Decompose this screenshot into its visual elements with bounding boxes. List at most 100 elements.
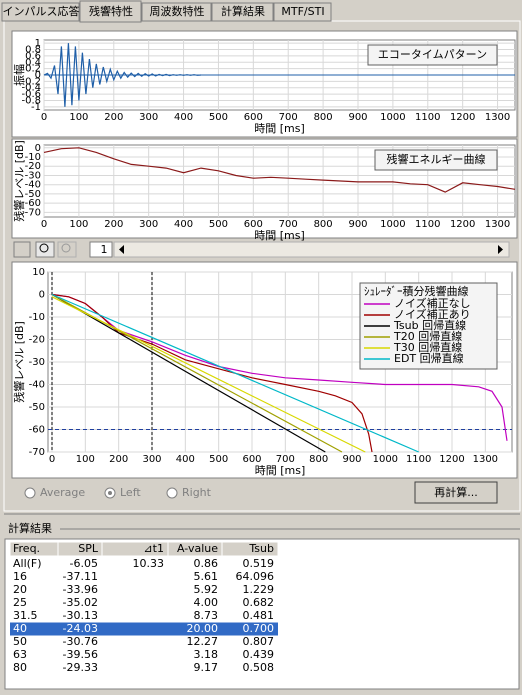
legend-box [367, 44, 498, 66]
y-tick-label: -60 [25, 198, 41, 209]
x-tick-label: 800 [314, 219, 333, 230]
table-cell[interactable]: 31.5 [13, 609, 38, 622]
x-tick-label: 300 [139, 219, 158, 230]
scroll-left[interactable] [119, 245, 124, 254]
table-cell: -30.13 [63, 609, 98, 622]
table-cell[interactable]: 63 [13, 648, 27, 661]
series-line [51, 293, 419, 453]
x-tick-label: 600 [242, 454, 261, 465]
button-label: 再計算... [434, 485, 478, 499]
y-tick-label: 0.2 [25, 64, 41, 75]
column-header[interactable] [221, 541, 279, 557]
tab-label: 計算結果 [221, 4, 265, 18]
x-tick-label: 500 [209, 219, 228, 230]
page-box[interactable] [89, 241, 113, 258]
table-cell: 0.519 [243, 557, 275, 570]
x-tick-label: 1200 [450, 219, 475, 230]
table-cell: 8.73 [194, 609, 219, 622]
y-axis-label: 残響レベル [dB] [12, 321, 26, 403]
y-tick-label: 1 [35, 38, 41, 49]
table-cell: 4.00 [194, 596, 219, 609]
y-axis-label: 振幅 [12, 64, 26, 86]
tab-label: 残響特性 [89, 4, 133, 18]
x-tick-label: 400 [176, 454, 195, 465]
selected-row [10, 622, 278, 636]
y-tick-label: -20 [25, 161, 41, 172]
table-cell: 12.27 [187, 635, 219, 648]
header-label: Freq. [13, 542, 40, 555]
x-tick-label: 300 [142, 454, 161, 465]
icon [61, 243, 71, 253]
table-cell[interactable]: 20 [13, 583, 27, 596]
table-cell: 10.33 [133, 557, 165, 570]
x-tick-label: 1000 [380, 112, 405, 123]
radio[interactable] [24, 487, 36, 499]
x-tick-label: 900 [348, 112, 367, 123]
tab-label: インパルス応答 [3, 4, 80, 18]
page-number: 1 [101, 243, 108, 256]
table-cell: 5.61 [194, 570, 219, 583]
x-tick-label: 300 [139, 112, 158, 123]
table-cell[interactable]: 40 [13, 622, 27, 635]
x-axis-label: 時間 [ms] [254, 122, 305, 135]
x-tick-label: 1100 [415, 112, 440, 123]
x-tick-label: 100 [69, 112, 88, 123]
results-table [4, 538, 520, 690]
y-tick-label: -60 [29, 425, 45, 436]
table-cell[interactable]: 25 [13, 596, 27, 609]
recalc-button[interactable] [414, 481, 498, 504]
header-label: ⊿t1 [143, 542, 164, 555]
x-tick-label: 1200 [450, 112, 475, 123]
y-tick-label: -70 [29, 447, 45, 458]
x-tick-label: 500 [209, 112, 228, 123]
tab[interactable] [1, 2, 80, 22]
legend-label: T30 回帰直線 [393, 340, 462, 354]
series-line [51, 296, 366, 453]
scroll-right[interactable] [498, 245, 503, 254]
x-tick-label: 0 [41, 219, 47, 230]
series-line [51, 293, 326, 453]
x-tick-label: 1300 [485, 112, 510, 123]
table-cell: -37.11 [63, 570, 98, 583]
y-tick-label: 0.4 [25, 57, 41, 68]
x-tick-label: 1100 [415, 219, 440, 230]
tab[interactable] [79, 0, 142, 23]
x-tick-label: 100 [76, 454, 95, 465]
scrollbar[interactable] [113, 241, 510, 258]
tab[interactable] [273, 2, 332, 22]
x-tick-label: 200 [104, 219, 123, 230]
x-tick-label: 200 [104, 112, 123, 123]
table-cell[interactable]: 80 [13, 661, 27, 674]
table-cell: -29.33 [63, 661, 98, 674]
table-cell[interactable]: 50 [13, 635, 27, 648]
x-tick-label: 1000 [380, 219, 405, 230]
tab[interactable] [141, 2, 212, 22]
radio[interactable] [166, 487, 178, 499]
table-cell: 0.682 [243, 596, 275, 609]
y-tick-label: 0.6 [25, 51, 41, 62]
header-label: SPL [78, 542, 99, 555]
legend-title: ｼｭﾚｰﾀﾞｰ積分残響曲線 [364, 284, 469, 298]
legend-label: T20 回帰直線 [393, 329, 462, 343]
toolbar-button[interactable] [13, 241, 31, 258]
y-tick-label: -0.2 [21, 76, 41, 87]
legend-label: ノイズ補正あり [394, 307, 471, 321]
x-tick-label: 200 [109, 454, 128, 465]
table-cell: 0.700 [243, 622, 275, 635]
y-tick-label: -10 [29, 312, 45, 323]
x-tick-label: 0 [41, 112, 47, 123]
y-tick-label: -0.4 [21, 83, 41, 94]
tab[interactable] [211, 2, 274, 22]
table-cell[interactable]: 16 [13, 570, 27, 583]
series-line [43, 43, 202, 107]
radio-label: Average [40, 486, 85, 499]
x-tick-label: 1000 [373, 454, 398, 465]
table-cell: 5.92 [194, 583, 219, 596]
table-cell: 0.508 [243, 661, 275, 674]
table-cell: -24.03 [63, 622, 98, 635]
y-tick-label: -30 [25, 170, 41, 181]
table-cell[interactable]: All(F) [13, 557, 42, 570]
header-label: Tsub [248, 542, 274, 555]
table-cell: 0.86 [194, 557, 219, 570]
table-cell: 0.807 [243, 635, 275, 648]
